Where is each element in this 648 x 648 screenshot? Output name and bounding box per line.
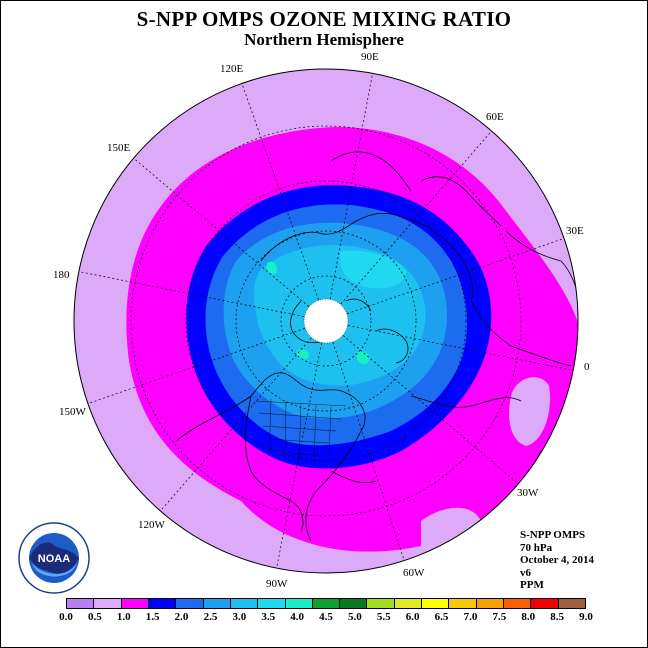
legend-swatch xyxy=(176,599,204,608)
legend-tick-label: 4.5 xyxy=(319,611,333,623)
legend-swatch xyxy=(422,599,450,608)
info-units: PPM xyxy=(520,579,544,591)
color-legend-bar xyxy=(66,598,586,609)
lon-label-60e: 60E xyxy=(486,111,504,123)
info-instrument: S-NPP OMPS xyxy=(520,529,586,541)
lon-label-30w: 30W xyxy=(517,487,539,499)
legend-tick-label: 1.5 xyxy=(145,611,160,623)
legend-tick-label: 1.0 xyxy=(116,611,131,623)
legend-swatch xyxy=(285,599,313,608)
pocket-east xyxy=(509,377,551,446)
lon-label-90e: 90E xyxy=(361,51,379,63)
legend-tick-label: 3.5 xyxy=(261,611,276,623)
lon-label-30e: 30E xyxy=(566,225,584,237)
lon-label-60w: 60W xyxy=(403,567,425,579)
legend-tick-label: 6.0 xyxy=(405,611,420,623)
legend-tick-label: 9.0 xyxy=(579,611,593,623)
info-date: October 4, 2014 xyxy=(520,554,595,566)
noaa-logo: NOAA xyxy=(18,522,90,594)
info-block: S-NPP OMPS 70 hPa October 4, 2014 v6 PPM xyxy=(520,529,594,592)
legend-swatch xyxy=(367,599,395,608)
contour-band-3-5 xyxy=(339,250,406,289)
legend-swatch xyxy=(504,599,532,608)
legend-tick-label: 8.5 xyxy=(550,611,564,623)
legend-tick-label: 4.0 xyxy=(290,611,304,623)
main-title: S-NPP OMPS OZONE MIXING RATIO xyxy=(136,7,512,31)
legend-swatch xyxy=(94,599,122,608)
legend-swatch xyxy=(148,599,177,608)
legend-swatch xyxy=(67,599,95,608)
legend-swatch xyxy=(449,599,477,608)
legend-swatch xyxy=(203,599,231,608)
info-version: v6 xyxy=(520,566,531,579)
legend-swatch xyxy=(531,599,559,608)
us-state-boundaries xyxy=(255,398,347,462)
legend-swatch xyxy=(258,599,286,608)
legend-swatch xyxy=(394,599,423,608)
legend-swatch xyxy=(230,599,259,608)
legend-swatch xyxy=(476,599,504,608)
lon-label-120w: 120W xyxy=(138,519,165,531)
contour-band-4-0-center xyxy=(296,349,310,360)
legend-tick-label: 8.0 xyxy=(521,611,536,623)
legend-tick-label: 5.0 xyxy=(348,611,362,623)
info-level: 70 hPa xyxy=(520,541,553,554)
legend-tick-label: 7.5 xyxy=(492,611,507,623)
legend-tick-label: 0.5 xyxy=(88,611,102,623)
color-legend-labels: 0.0 0.5 1.0 1.5 2.0 2.5 3.0 3.5 4.0 4.5 5.0 5.5 6.0 6… xyxy=(1,611,647,627)
lon-label-120e: 120E xyxy=(220,63,244,75)
subtitle: Northern Hemisphere xyxy=(244,30,404,49)
legend-tick-label: 7.0 xyxy=(463,611,478,623)
lon-label-90w: 90W xyxy=(266,578,288,590)
noaa-logo-text: NOAA xyxy=(38,553,70,565)
polar-no-data-cap xyxy=(303,298,349,344)
legend-swatch xyxy=(340,599,368,608)
legend-tick-label: 2.0 xyxy=(174,611,189,623)
graticule xyxy=(75,70,577,572)
contour-band-4-0 xyxy=(356,351,370,365)
legend-tick-label: 3.0 xyxy=(232,611,247,623)
globe-outline xyxy=(73,68,579,574)
legend-tick-label: 2.5 xyxy=(203,611,218,623)
legend-tick-label: 0.0 xyxy=(59,611,73,623)
legend-swatch xyxy=(121,599,149,608)
lon-label-180: 180 xyxy=(53,269,70,281)
lon-label-150e: 150E xyxy=(107,142,131,154)
legend-tick-label: 6.5 xyxy=(434,611,449,623)
legend-swatch xyxy=(558,599,585,608)
legend-swatch xyxy=(312,599,341,608)
lon-label-0: 0 xyxy=(584,361,590,373)
lon-label-150w: 150W xyxy=(59,406,86,418)
legend-tick-label: 5.5 xyxy=(376,611,391,623)
contour-band-4-0-west xyxy=(266,261,277,275)
